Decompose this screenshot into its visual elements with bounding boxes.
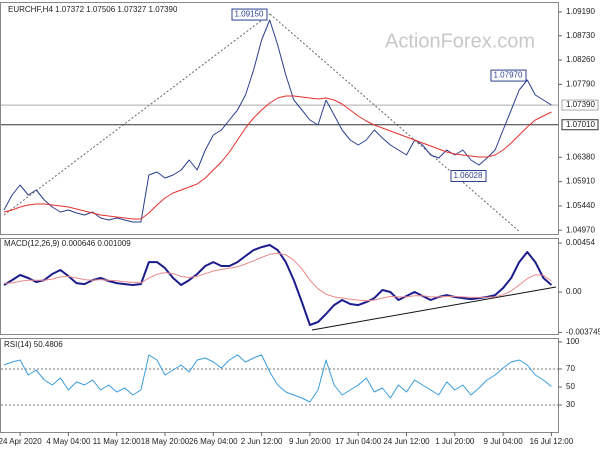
y-tick-label: 100 xyxy=(566,337,580,346)
x-tick-label: 16 Jul 12:00 xyxy=(530,437,574,446)
y-tick-label: 1.04970 xyxy=(566,225,595,234)
macd-panel xyxy=(0,238,559,335)
line-series xyxy=(3,95,552,220)
annotation-box xyxy=(231,8,268,21)
y-tick-label: 70 xyxy=(566,364,575,373)
rsi-panel xyxy=(0,338,559,433)
y-tick-label: 0.00454 xyxy=(566,238,595,247)
x-tick-label: 24 Apr 2020 xyxy=(0,437,42,446)
trend-line xyxy=(269,13,521,233)
x-tick-label: 26 May 04:00 xyxy=(189,437,238,446)
y-tick-label: 1.09190 xyxy=(566,7,595,16)
x-tick-label: 9 Jul 04:00 xyxy=(484,437,524,446)
trend-line xyxy=(3,13,271,216)
annotation-label: 1.06028 xyxy=(454,171,483,180)
y-tick-label: 0.00 xyxy=(566,287,582,296)
y-tick-label: 1.05440 xyxy=(566,201,595,210)
x-tick-label: 1 Jul 20:00 xyxy=(435,437,475,446)
line-series xyxy=(3,354,552,403)
y-tick-label: -0.003745 xyxy=(566,328,600,337)
macd-title: MACD(12,26,9) 0.000646 0.001009 xyxy=(4,239,131,248)
price-box xyxy=(561,99,599,111)
trend-line xyxy=(311,286,557,331)
chart-title: EURCHF,H4 1.07372 1.07506 1.07327 1.0739… xyxy=(8,5,178,14)
y-tick-label: 1.08260 xyxy=(566,55,595,64)
line-series xyxy=(3,252,552,302)
y-tick-label: 50 xyxy=(566,382,575,391)
x-tick-label: 11 May 12:00 xyxy=(93,437,141,446)
y-tick-label: 1.07790 xyxy=(566,79,595,88)
annotation-label: 1.07970 xyxy=(494,71,523,80)
x-tick-label: 9 Jun 20:00 xyxy=(289,437,331,446)
price-panel xyxy=(0,2,559,235)
annotation-box xyxy=(450,170,487,183)
price-label: 1.07010 xyxy=(566,120,595,129)
y-tick-label: 30 xyxy=(566,400,575,409)
y-tick-label: 1.06380 xyxy=(566,152,595,161)
price-label: 1.07390 xyxy=(566,100,595,109)
y-tick-label: 1.08730 xyxy=(566,31,595,40)
x-tick-label: 24 Jun 12:00 xyxy=(383,437,430,446)
annotation-label: 1.09150 xyxy=(235,10,264,19)
x-tick-label: 4 May 04:00 xyxy=(46,437,91,446)
y-tick-label: 1.05910 xyxy=(566,177,595,186)
price-box xyxy=(561,119,599,131)
x-tick-label: 18 May 20:00 xyxy=(141,437,190,446)
annotation-box xyxy=(490,69,527,82)
watermark: ActionForex.com xyxy=(385,30,535,52)
line-series xyxy=(3,244,553,326)
rsi-title: RSI(14) 50.4806 xyxy=(4,340,63,349)
x-tick-label: 17 Jun 04:00 xyxy=(335,437,382,446)
x-tick-label: 2 Jun 12:00 xyxy=(241,437,283,446)
